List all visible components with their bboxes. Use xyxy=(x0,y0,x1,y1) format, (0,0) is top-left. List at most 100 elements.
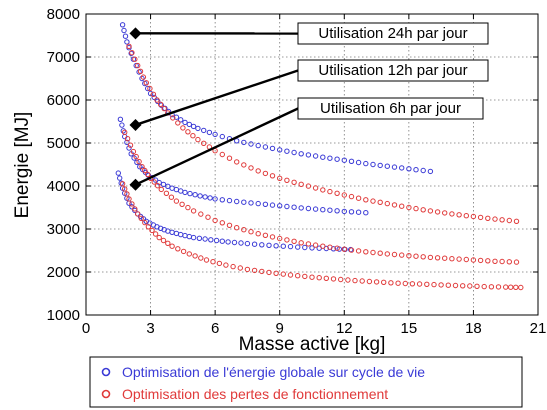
data-point xyxy=(499,217,505,223)
data-point xyxy=(348,209,355,215)
data-point xyxy=(127,142,134,148)
legend-box xyxy=(89,356,523,408)
data-point xyxy=(363,249,369,255)
data-point xyxy=(133,153,139,160)
data-point xyxy=(216,260,223,267)
annotation-box xyxy=(297,59,489,82)
data-point xyxy=(474,283,480,289)
data-point xyxy=(341,192,347,198)
y-tick-label: 8000 xyxy=(47,6,80,23)
data-point xyxy=(470,257,477,263)
data-point xyxy=(156,179,162,186)
data-point xyxy=(234,159,240,165)
data-point xyxy=(213,237,220,244)
data-point xyxy=(467,283,473,289)
data-point xyxy=(158,186,165,193)
data-point xyxy=(402,280,408,287)
data-point xyxy=(143,80,150,86)
data-point xyxy=(132,206,138,212)
data-point xyxy=(277,175,283,182)
data-point xyxy=(284,148,290,154)
data-point xyxy=(212,217,218,224)
data-point xyxy=(202,236,208,242)
data-point xyxy=(201,140,207,147)
data-point xyxy=(203,257,210,263)
data-point xyxy=(485,215,491,222)
data-point xyxy=(284,237,290,243)
data-point xyxy=(334,245,340,251)
data-point xyxy=(147,85,153,92)
data-point xyxy=(231,239,238,246)
data-point xyxy=(142,219,148,226)
data-point xyxy=(192,253,198,259)
data-point xyxy=(255,168,261,174)
data-point xyxy=(241,139,247,146)
data-point xyxy=(234,225,240,231)
data-point xyxy=(298,205,304,211)
data-point xyxy=(160,237,167,244)
data-point xyxy=(150,91,157,98)
data-point xyxy=(129,201,135,207)
data-point xyxy=(277,203,283,209)
data-point xyxy=(219,151,226,158)
data-point xyxy=(416,281,423,287)
data-point xyxy=(420,167,426,174)
y-tick-label: 1000 xyxy=(47,307,80,324)
data-point xyxy=(370,161,376,168)
data-point xyxy=(298,181,304,188)
annotation-marker xyxy=(129,118,142,131)
data-point xyxy=(129,50,135,56)
annotation-box xyxy=(297,97,484,120)
data-point xyxy=(316,275,322,281)
data-point xyxy=(291,204,297,210)
data-point xyxy=(190,123,197,130)
data-point xyxy=(226,222,233,229)
data-point xyxy=(320,154,326,160)
data-point xyxy=(154,97,160,103)
data-point xyxy=(312,206,319,212)
data-point xyxy=(132,56,138,62)
data-point xyxy=(190,133,196,139)
data-point xyxy=(238,240,244,246)
annotation-label: Utilisation 24h par jour xyxy=(318,25,467,42)
data-point xyxy=(237,265,244,271)
data-point xyxy=(305,152,312,158)
data-point xyxy=(413,205,419,212)
data-point xyxy=(151,179,157,185)
point-group-6h xyxy=(119,181,524,291)
data-point xyxy=(284,177,290,184)
data-point xyxy=(287,272,294,278)
data-point xyxy=(320,207,326,213)
data-point xyxy=(198,211,204,217)
data-point xyxy=(230,263,236,270)
data-point xyxy=(348,193,355,200)
data-point xyxy=(119,181,126,187)
plot-area xyxy=(86,14,538,315)
data-point xyxy=(470,213,477,220)
plot-frame xyxy=(85,13,539,316)
data-point xyxy=(341,157,347,163)
data-point xyxy=(219,238,226,244)
data-point xyxy=(391,251,398,258)
data-point xyxy=(165,183,171,190)
x-tick-label: 0 xyxy=(82,320,90,337)
data-point xyxy=(327,244,333,250)
data-point xyxy=(152,231,159,237)
data-point xyxy=(135,62,141,69)
data-point xyxy=(156,234,162,241)
data-point xyxy=(205,214,211,220)
data-point xyxy=(251,241,258,247)
data-point xyxy=(219,133,226,140)
data-point xyxy=(298,151,304,157)
data-point xyxy=(149,227,155,234)
data-point xyxy=(384,200,390,207)
data-point xyxy=(269,145,276,152)
data-point xyxy=(201,127,207,134)
data-point xyxy=(463,213,469,219)
data-point xyxy=(287,243,294,250)
data-point xyxy=(298,240,304,246)
data-point xyxy=(262,144,269,150)
data-point xyxy=(234,198,240,205)
data-point xyxy=(302,244,308,251)
